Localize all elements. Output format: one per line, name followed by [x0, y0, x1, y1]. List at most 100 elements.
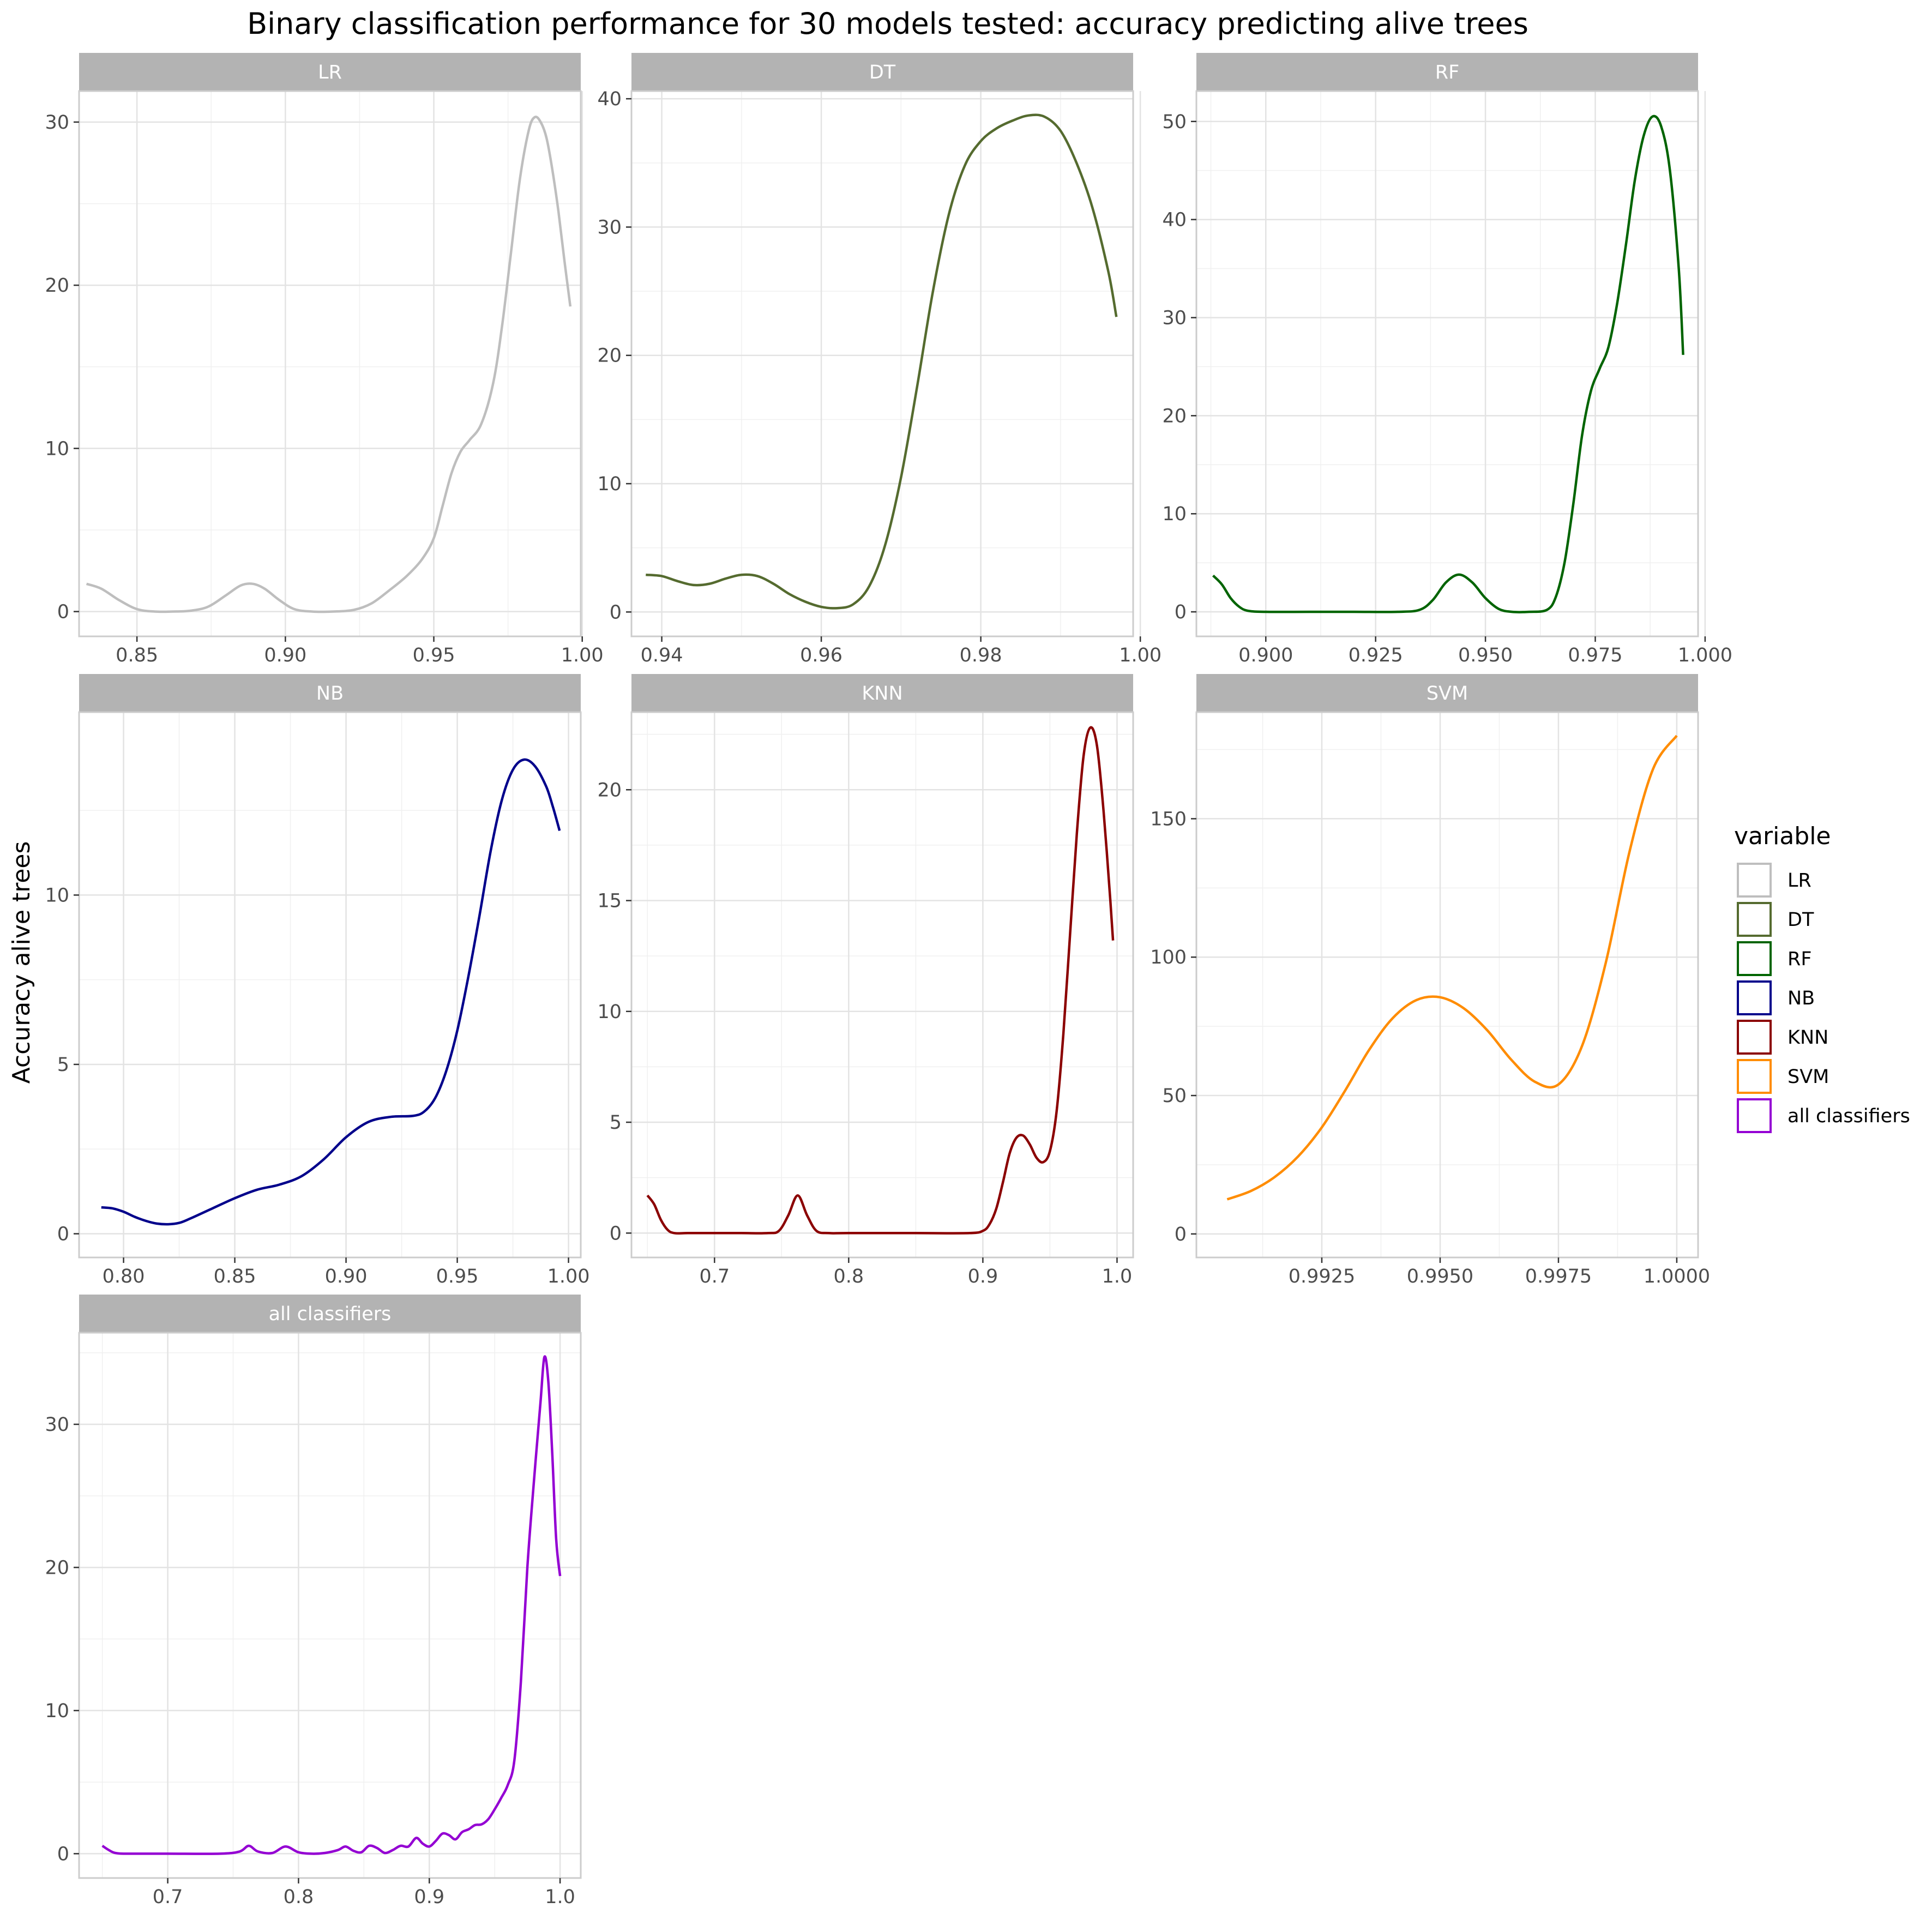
- legend-key-bg: [1736, 1098, 1772, 1134]
- y-tick-label: 30: [45, 112, 69, 134]
- facet-strip-label-nb: NB: [316, 683, 344, 705]
- x-tick-label: 0.7: [153, 1886, 183, 1908]
- legend-label-nb: NB: [1787, 988, 1815, 1009]
- y-tick-label: 0: [1175, 1224, 1187, 1245]
- x-tick-label: 0.85: [214, 1266, 256, 1287]
- facet-all-classifiers: all classifiers 0.7 0.8 0.9 1.0 0 10 20 30: [45, 1295, 582, 1908]
- y-tick-label: 5: [610, 1112, 622, 1134]
- y-tick-label: 10: [1162, 503, 1187, 525]
- y-tick-label: 0: [610, 1223, 622, 1244]
- y-tick-label: 30: [45, 1414, 69, 1436]
- facet-dt: DT 0.94 0.96 0.98 1.00 0 10 20 30 40: [597, 53, 1161, 666]
- legend-item-rf: RF: [1736, 941, 1811, 977]
- density-line-svm: [1226, 735, 1678, 1201]
- legend-key-lr: [1737, 863, 1772, 898]
- x-tick-label: 0.98: [960, 645, 1002, 666]
- y-tick-label: 15: [597, 890, 622, 912]
- legend-key-dt: [1737, 902, 1772, 937]
- panel-border-lr: [78, 90, 582, 637]
- panel-border-dt: [630, 90, 1134, 637]
- y-tick-label: 40: [1162, 209, 1187, 231]
- panel-border-knn: [630, 711, 1134, 1259]
- legend-label-all-classifiers: all classifiers: [1787, 1105, 1910, 1127]
- density-line-nb: [101, 758, 561, 1226]
- x-tick-label: 1.0: [1102, 1266, 1133, 1287]
- x-tick-label: 0.8: [834, 1266, 864, 1287]
- y-tick-label: 10: [45, 438, 69, 460]
- legend-key-rf: [1737, 941, 1772, 976]
- facet-rf: RF 0.900 0.925 0.950 0.975 1.000 0 10 20 30 40 50: [1162, 53, 1732, 666]
- legend-label-dt: DT: [1787, 909, 1814, 931]
- y-tick-label: 0: [57, 601, 69, 623]
- facet-knn: KNN 0.7 0.8 0.9 1.0 0 5 10 15 20: [597, 674, 1134, 1287]
- legend-key-bg: [1736, 980, 1772, 1016]
- facet-strip-label-svm: SVM: [1427, 683, 1468, 705]
- y-tick-label: 40: [597, 88, 622, 110]
- x-tick-label: 0.950: [1458, 645, 1513, 666]
- facet-strip-label-dt: DT: [869, 62, 896, 83]
- x-tick-label: 0.94: [641, 645, 683, 666]
- x-tick-label: 0.9975: [1525, 1266, 1592, 1287]
- facet-svm: SVM 0.9925 0.9950 0.9975 1.0000 0 50 100 150: [1150, 674, 1710, 1287]
- legend-key-knn: [1737, 1020, 1772, 1055]
- legend-label-lr: LR: [1787, 870, 1811, 892]
- y-tick-label: 10: [45, 1700, 69, 1722]
- y-tick-label: 0: [57, 1843, 69, 1865]
- legend-key-nb: [1737, 980, 1772, 1015]
- y-tick-label: 20: [45, 275, 69, 297]
- y-tick-label: 150: [1150, 808, 1187, 830]
- legend-key-bg: [1736, 941, 1772, 977]
- facet-strip-knn: [631, 674, 1133, 712]
- y-tick-label: 0: [57, 1224, 69, 1245]
- density-line-knn: [646, 726, 1115, 1235]
- facet-strip-rf: [1196, 53, 1698, 91]
- x-tick-label: 0.80: [103, 1266, 145, 1287]
- y-tick-label: 0: [1175, 601, 1187, 623]
- legend-item-all-classifiers: all classifiers: [1736, 1098, 1910, 1134]
- x-tick-label: 1.00: [561, 645, 604, 666]
- x-tick-label: 1.0: [545, 1886, 575, 1908]
- y-tick-label: 100: [1150, 947, 1187, 968]
- legend-item-dt: DT: [1736, 901, 1814, 937]
- x-tick-label: 1.00: [547, 1266, 590, 1287]
- y-tick-label: 20: [597, 345, 622, 367]
- facet-lr: LR 0.85 0.90 0.95 1.00 0 10 20 30: [45, 53, 604, 666]
- x-tick-label: 0.9950: [1407, 1266, 1473, 1287]
- y-tick-label: 5: [57, 1054, 69, 1076]
- legend-item-knn: KNN: [1736, 1019, 1828, 1055]
- x-tick-label: 1.000: [1678, 645, 1732, 666]
- y-tick-label: 30: [1162, 307, 1187, 329]
- facet-strip-svm: [1196, 674, 1698, 712]
- x-tick-label: 0.85: [116, 645, 158, 666]
- legend-label-rf: RF: [1787, 948, 1811, 970]
- legend-items: LR DT RF NB KNN SVM all classifiers: [1736, 862, 1910, 1134]
- y-tick-label: 10: [597, 473, 622, 495]
- x-tick-label: 0.9: [414, 1886, 444, 1908]
- facet-strip-label-knn: KNN: [862, 683, 902, 705]
- y-tick-label: 10: [45, 884, 69, 906]
- grid-rf: [1196, 91, 1706, 636]
- density-line-dt: [646, 113, 1118, 610]
- legend-key-bg: [1736, 862, 1772, 898]
- x-tick-label: 0.96: [800, 645, 842, 666]
- facet-strip-label-rf: RF: [1435, 62, 1459, 83]
- facet-strip-lr: [79, 53, 581, 91]
- x-tick-label: 1.00: [1119, 645, 1161, 666]
- legend-key-bg: [1736, 901, 1772, 937]
- y-tick-label: 10: [597, 1001, 622, 1023]
- legend-key-bg: [1736, 1019, 1772, 1055]
- panel-border-all-classifiers: [78, 1332, 582, 1879]
- x-tick-label: 0.9: [968, 1266, 998, 1287]
- legend-label-svm: SVM: [1787, 1066, 1829, 1088]
- legend-key-bg: [1736, 1058, 1772, 1094]
- x-tick-label: 0.90: [264, 645, 306, 666]
- legend-item-lr: LR: [1736, 862, 1811, 898]
- facet-strip-nb: [79, 674, 581, 712]
- grid-dt: [631, 91, 1141, 636]
- x-tick-label: 0.7: [699, 1266, 730, 1287]
- x-tick-label: 0.975: [1568, 645, 1622, 666]
- x-tick-label: 0.95: [413, 645, 455, 666]
- panel-border-svm: [1195, 711, 1699, 1259]
